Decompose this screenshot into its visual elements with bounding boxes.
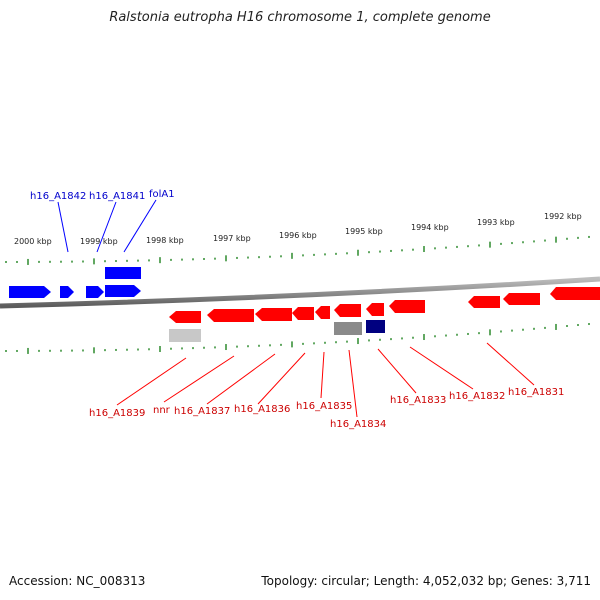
gene-h16_A1835[interactable] (292, 307, 314, 320)
gene-h16_A1837[interactable] (207, 309, 254, 322)
gene-folA1[interactable] (105, 285, 141, 297)
gene-nnr[interactable] (169, 329, 201, 342)
reverse-strand-genes (169, 287, 600, 342)
gene-h16_A1842[interactable] (9, 286, 51, 298)
scale-label-2000: 2000 kbp (14, 237, 52, 246)
chromosome-backbone (0, 276, 600, 309)
label-h16_A1841[interactable]: h16_A1841 (89, 191, 145, 202)
scale-label-1996: 1996 kbp (279, 231, 317, 240)
scale-label-1995: 1995 kbp (345, 227, 383, 236)
forward-gene-labels: h16_A1842 h16_A1841 folA1 (30, 189, 175, 202)
scale-label-1999: 1999 kbp (80, 237, 118, 246)
scale-label-1992: 1992 kbp (544, 212, 582, 221)
forward-label-lines (57, 199, 157, 253)
gene-navy-1833[interactable] (366, 320, 385, 333)
gene-h16_A1832[interactable] (389, 300, 425, 313)
label-folA1[interactable]: folA1 (149, 189, 175, 200)
gene-h16_A1839[interactable] (169, 311, 201, 323)
forward-strand-genes (9, 267, 141, 298)
gene-h16_A1833[interactable] (366, 303, 384, 316)
gene-h16_A1835b[interactable] (315, 306, 330, 319)
label-h16_A1835[interactable]: h16_A1835 (296, 401, 352, 412)
gene-h16_A1834[interactable] (334, 304, 361, 317)
gene-h16_A1841[interactable] (86, 286, 104, 298)
genome-stats-label: Topology: circular; Length: 4,052,032 bp… (261, 574, 591, 588)
gene-h16_A1831a[interactable] (468, 296, 500, 308)
gene-grey-1834[interactable] (334, 322, 362, 335)
reverse-gene-labels: h16_A1839 nnr h16_A1837 h16_A1836 h16_A1… (89, 387, 564, 430)
gene-forward-upper[interactable] (105, 267, 141, 279)
gene-h16_A1842-upstream[interactable] (60, 286, 74, 298)
outer-tick-ruler (5, 235, 590, 265)
accession-label: Accession: NC_008313 (9, 574, 146, 588)
map-title: Ralstonia eutropha H16 chromosome 1, com… (109, 10, 491, 25)
gene-h16_A1836[interactable] (255, 308, 292, 321)
gene-h16_A1831c[interactable] (550, 287, 600, 300)
label-h16_A1832[interactable]: h16_A1832 (449, 391, 505, 402)
inner-tick-ruler (5, 323, 590, 354)
label-h16_A1842[interactable]: h16_A1842 (30, 191, 86, 202)
scale-labels: 2000 kbp 1999 kbp 1998 kbp 1997 kbp 1996… (14, 212, 582, 246)
scale-label-1993: 1993 kbp (477, 218, 515, 227)
reverse-label-lines (116, 342, 535, 418)
label-nnr[interactable]: nnr (153, 405, 171, 416)
label-h16_A1833[interactable]: h16_A1833 (390, 395, 446, 406)
scale-label-1997: 1997 kbp (213, 234, 251, 243)
scale-label-1994: 1994 kbp (411, 223, 449, 232)
gene-h16_A1831b[interactable] (503, 293, 540, 305)
label-h16_A1836[interactable]: h16_A1836 (234, 404, 290, 415)
label-h16_A1837[interactable]: h16_A1837 (174, 406, 230, 417)
label-h16_A1831[interactable]: h16_A1831 (508, 387, 564, 398)
label-h16_A1834[interactable]: h16_A1834 (330, 419, 386, 430)
label-h16_A1839[interactable]: h16_A1839 (89, 408, 145, 419)
scale-label-1998: 1998 kbp (146, 236, 184, 245)
